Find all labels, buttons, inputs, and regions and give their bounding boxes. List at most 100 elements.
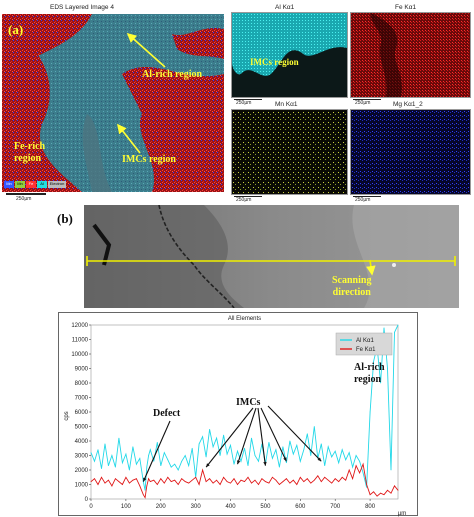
series-1-point-12	[132, 479, 134, 481]
legend-label-1: Fe Kα1	[356, 347, 376, 353]
imcs-arrow-4-head	[283, 457, 287, 462]
y-tick-label-5: 5000	[75, 425, 89, 431]
y-tick-label-7: 7000	[75, 396, 89, 402]
series-0-point-70	[327, 446, 329, 448]
series-0-point-20	[153, 460, 155, 462]
series-1-point-5	[108, 479, 109, 481]
series-1-point-24	[167, 476, 169, 478]
x-tick-label-7: 700	[330, 504, 341, 510]
series-1-point-85	[380, 492, 381, 494]
series-1-point-71	[331, 482, 333, 484]
defect-annotation: Defect	[153, 408, 181, 419]
series-0-point-48	[251, 437, 252, 439]
series-1-point-88	[390, 492, 392, 494]
series-1-point-8	[118, 481, 120, 482]
series-1-point-14	[139, 485, 141, 487]
series-0-point-8	[118, 437, 120, 439]
series-1-point-47	[247, 476, 249, 478]
series-0-point-83	[373, 360, 374, 362]
series-0-point-76	[348, 452, 350, 453]
main-map-title: EDS Layered Image 4	[50, 4, 114, 11]
series-1-point-50	[258, 484, 259, 485]
series-0-point-60	[292, 453, 294, 455]
series-1-point-32	[195, 476, 197, 478]
series-1-point-73	[338, 481, 340, 482]
series-1-point-23	[163, 482, 165, 484]
series-1-point-43	[233, 478, 235, 480]
series-0-point-65	[310, 455, 312, 456]
x-tick-label-3: 300	[191, 504, 202, 510]
series-0-point-81	[366, 487, 368, 488]
y-tick-label-8: 8000	[75, 381, 89, 387]
series-1-point-34	[202, 469, 204, 471]
series-0-point-5	[108, 465, 109, 467]
series-1-point-13	[135, 478, 137, 480]
series-0-point-28	[181, 460, 183, 462]
series-1-point-64	[306, 478, 308, 480]
series-0-point-82	[369, 411, 371, 413]
al-scalebar	[234, 99, 262, 100]
series-1-point-39	[219, 484, 221, 485]
series-0-point-2	[97, 449, 99, 451]
imcs-main-arrow	[117, 123, 141, 154]
imcs-annotation: IMCs	[236, 397, 261, 408]
series-0-point-36	[209, 429, 211, 430]
sem-image	[84, 205, 459, 308]
series-1-point-45	[240, 479, 242, 481]
series-0-point-17	[146, 466, 148, 468]
series-0-point-44	[237, 450, 238, 452]
x-tick-label-6: 600	[295, 504, 306, 510]
series-1-point-15	[142, 494, 144, 496]
series-0-point-10	[125, 453, 127, 455]
defect-arrow-head	[143, 477, 147, 482]
series-0-point-23	[163, 452, 165, 453]
series-1-point-86	[383, 494, 385, 496]
series-0-point-21	[156, 442, 158, 443]
series-0-point-43	[233, 463, 235, 465]
al-rich-arrow	[126, 32, 166, 68]
series-1-point-21	[156, 484, 158, 485]
x-tick-label-2: 200	[156, 504, 167, 510]
series-0-point-0	[90, 452, 92, 453]
y-tick-label-10: 10000	[71, 352, 88, 358]
series-1-point-30	[188, 482, 190, 484]
legend-swatch-0: Mn	[4, 181, 14, 188]
imcs-arrow-3-head	[263, 461, 267, 466]
series-0-point-19	[149, 449, 151, 451]
y-tick-label-12: 12000	[71, 323, 88, 329]
series-0-point-11	[128, 469, 130, 471]
series-1-point-44	[237, 484, 238, 485]
series-1-point-61	[296, 484, 298, 485]
series-0-point-26	[174, 463, 176, 465]
series-0-point-74	[341, 449, 343, 451]
series-0-point-66	[313, 426, 315, 427]
x-tick-label-0: 0	[89, 504, 93, 510]
mn-map	[231, 109, 348, 195]
series-0-point-69	[324, 465, 326, 467]
series-1-point-27	[177, 484, 179, 485]
series-1-point-76	[348, 469, 350, 471]
series-1-point-55	[275, 479, 277, 481]
series-0-point-30	[188, 465, 190, 467]
series-1-point-28	[181, 478, 183, 480]
series-1-point-42	[230, 482, 231, 484]
series-0-point-53	[268, 442, 270, 443]
series-1-point-9	[121, 484, 123, 485]
main-scalebar	[6, 193, 46, 195]
series-1-point-3	[101, 476, 102, 478]
imcs-arrow-4	[260, 407, 287, 462]
series-1-point-70	[327, 479, 329, 481]
series-1-point-90	[397, 489, 399, 491]
series-0-point-22	[160, 465, 162, 467]
x-tick-label-5: 500	[260, 504, 271, 510]
series-1-point-58	[285, 478, 287, 480]
series-0-point-29	[184, 455, 186, 456]
series-0-point-38	[216, 437, 217, 439]
al-rich-annotation: Al-rich region	[354, 362, 385, 385]
series-1-point-35	[205, 481, 207, 482]
mg-scalebar-label: 250µm	[355, 197, 371, 203]
legend-swatch-4: Electron	[48, 181, 66, 188]
series-0-point-42	[230, 444, 231, 446]
series-0-point-18	[148, 455, 149, 456]
series-1-point-60	[292, 479, 294, 481]
